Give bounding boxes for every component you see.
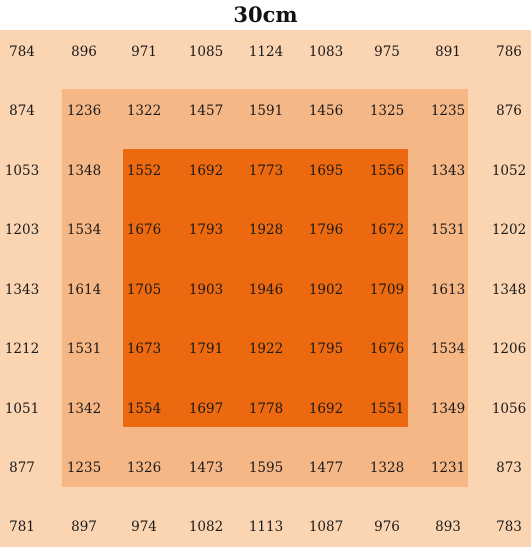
grid-cell: 1552 (126, 163, 162, 179)
grid-cell: 1928 (248, 222, 284, 238)
grid-cell: 1613 (430, 282, 466, 298)
grid-cell: 1595 (248, 460, 284, 476)
grid-cell: 1795 (308, 341, 344, 357)
grid-cell: 971 (131, 44, 157, 60)
grid-cell: 896 (71, 44, 97, 60)
grid-cell: 1531 (66, 341, 102, 357)
grid-cell: 1773 (248, 163, 284, 179)
grid-cell: 1235 (66, 460, 102, 476)
grid-cell: 1457 (188, 103, 224, 119)
grid-cell: 1456 (308, 103, 344, 119)
grid-cell: 1348 (491, 282, 527, 298)
grid-cell: 1531 (430, 222, 466, 238)
grid-cell: 1692 (188, 163, 224, 179)
grid-cell: 1705 (126, 282, 162, 298)
grid-cell: 1676 (126, 222, 162, 238)
grid-cell: 874 (9, 103, 35, 119)
grid-cell: 1709 (369, 282, 405, 298)
grid-cell: 1672 (369, 222, 405, 238)
grid-cell: 877 (9, 460, 35, 476)
grid-cell: 1551 (369, 401, 405, 417)
grid-cell: 1051 (4, 401, 40, 417)
grid-cell: 1534 (66, 222, 102, 238)
grid-cell: 1673 (126, 341, 162, 357)
grid-cell: 1236 (66, 103, 102, 119)
grid-cell: 1534 (430, 341, 466, 357)
grid-cell: 1922 (248, 341, 284, 357)
grid-cell: 1591 (248, 103, 284, 119)
grid-cell: 876 (496, 103, 522, 119)
grid-cell: 781 (9, 519, 35, 535)
grid-cell: 784 (9, 44, 35, 60)
grid-cell: 1946 (248, 282, 284, 298)
grid-cell: 1083 (308, 44, 344, 60)
grid-cell: 1052 (491, 163, 527, 179)
grid-title: 30cm (233, 2, 298, 27)
grid-cell: 1902 (308, 282, 344, 298)
grid-cell: 976 (374, 519, 400, 535)
grid-cell: 974 (131, 519, 157, 535)
grid-cell: 1556 (369, 163, 405, 179)
grid-cell: 786 (496, 44, 522, 60)
grid-cell: 1206 (491, 341, 527, 357)
grid-cell: 1325 (369, 103, 405, 119)
grid-cell: 1082 (188, 519, 224, 535)
grid-cell: 1676 (369, 341, 405, 357)
grid-cell: 891 (435, 44, 461, 60)
grid-cell: 1087 (308, 519, 344, 535)
grid-cell: 1056 (491, 401, 527, 417)
grid-cell: 1124 (248, 44, 284, 60)
grid-cell: 1692 (308, 401, 344, 417)
grid-cell: 1231 (430, 460, 466, 476)
grid-cell: 893 (435, 519, 461, 535)
grid-cell: 1554 (126, 401, 162, 417)
grid-cell: 1903 (188, 282, 224, 298)
grid-cell: 1326 (126, 460, 162, 476)
grid-cell: 1349 (430, 401, 466, 417)
inner-zone (123, 149, 408, 427)
grid-cell: 897 (71, 519, 97, 535)
grid-cell: 1473 (188, 460, 224, 476)
grid-cell: 1697 (188, 401, 224, 417)
grid-cell: 1322 (126, 103, 162, 119)
grid-cell: 1212 (4, 341, 40, 357)
grid-cell: 1343 (4, 282, 40, 298)
grid-cell: 1203 (4, 222, 40, 238)
grid-cell: 1614 (66, 282, 102, 298)
grid-cell: 783 (496, 519, 522, 535)
grid-cell: 1791 (188, 341, 224, 357)
grid-cell: 1793 (188, 222, 224, 238)
grid-cell: 873 (496, 460, 522, 476)
grid-cell: 1202 (491, 222, 527, 238)
grid-cell: 1053 (4, 163, 40, 179)
grid-cell: 1348 (66, 163, 102, 179)
grid-cell: 1796 (308, 222, 344, 238)
grid-cell: 1328 (369, 460, 405, 476)
grid-cell: 1342 (66, 401, 102, 417)
grid-cell: 1477 (308, 460, 344, 476)
grid-cell: 1085 (188, 44, 224, 60)
grid-cell: 1113 (248, 519, 284, 535)
grid-cell: 1695 (308, 163, 344, 179)
grid-cell: 1235 (430, 103, 466, 119)
grid-cell: 975 (374, 44, 400, 60)
grid-cell: 1343 (430, 163, 466, 179)
grid-cell: 1778 (248, 401, 284, 417)
